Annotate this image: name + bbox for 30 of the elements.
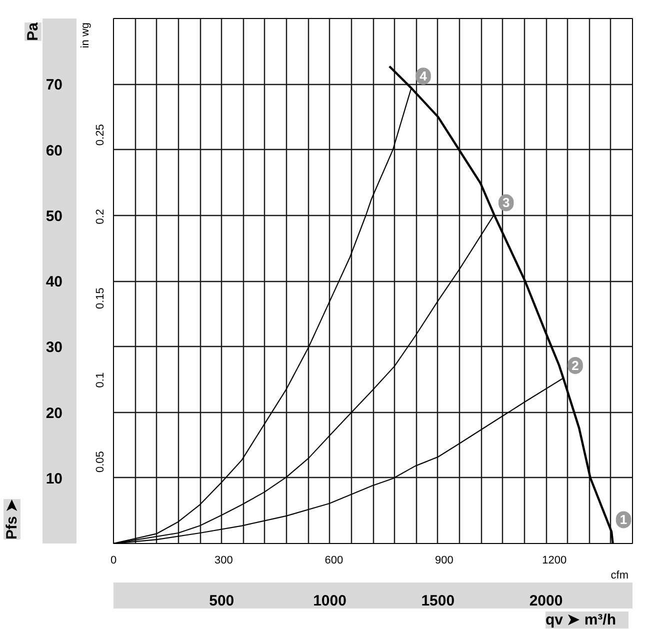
y2-tick-label: 0.1: [94, 372, 106, 388]
text: Pfs ➤: [4, 498, 20, 540]
text: qv ➤ m³/h: [545, 612, 616, 628]
x2-tick-label: 900: [434, 554, 454, 566]
x-tick-label: 1500: [421, 592, 455, 610]
annotation: 1: [620, 512, 628, 528]
annotation: 2: [572, 358, 579, 373]
x2-axis-title: cfm: [610, 570, 629, 582]
y2-axis-title: in wg: [80, 22, 92, 48]
y2-tick-label: 0.25: [94, 124, 106, 146]
y2-tick-label: 0.15: [94, 288, 106, 310]
x2-tick-label: 300: [214, 554, 233, 566]
y-tick-label: 20: [46, 404, 63, 422]
y-axis-title: Pa: [24, 22, 42, 41]
y-tick-label: 40: [46, 274, 63, 290]
x-tick-label: 1000: [313, 592, 346, 610]
y2-tick-label: 0.05: [94, 451, 106, 472]
y-tick-label: 70: [46, 76, 63, 94]
y-tick-label: 60: [46, 142, 63, 160]
x2-tick-label: 600: [324, 554, 344, 566]
y-tick-label: 10: [46, 470, 63, 488]
x-tick-label: 2000: [529, 592, 563, 610]
annotation: 4: [420, 68, 428, 84]
x2-tick-label: 1200: [542, 554, 567, 566]
y-tick-label: 30: [46, 339, 63, 356]
x2-tick-label: 0: [110, 554, 117, 566]
annotation: 3: [502, 195, 510, 210]
x-tick-label: 500: [209, 592, 234, 610]
y2-tick-label: 0.2: [94, 208, 106, 224]
y-tick-label: 50: [46, 208, 63, 225]
